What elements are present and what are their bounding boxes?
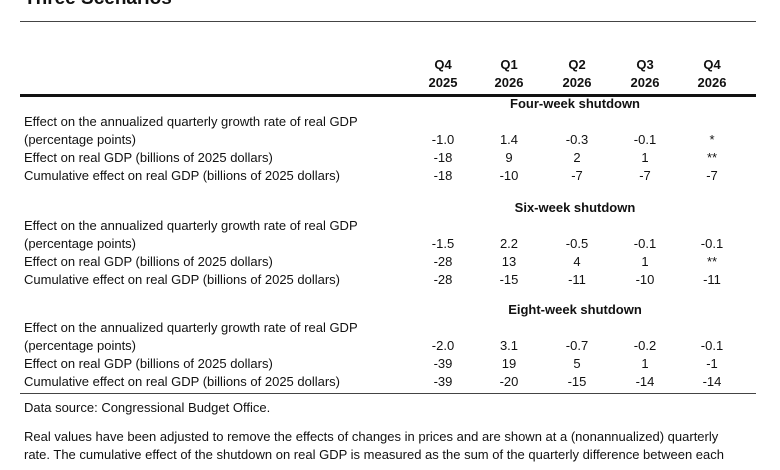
column-header-year: 2026 xyxy=(630,75,660,90)
column-header-quarter: Q3 xyxy=(636,57,654,72)
table-cell: -28 xyxy=(433,272,453,287)
row-label-unit: (percentage points) xyxy=(24,338,137,353)
table-cell: 2.2 xyxy=(499,236,519,251)
table-cell: -10 xyxy=(635,272,655,287)
table-cell: -0.1 xyxy=(700,338,724,353)
row-label: Effect on real GDP (billions of 2025 dol… xyxy=(24,356,273,371)
data-source: Data source: Congressional Budget Office… xyxy=(24,400,271,415)
table-cell: 3.1 xyxy=(499,338,519,353)
column-header-year: 2026 xyxy=(697,75,727,90)
column-header-year: 2025 xyxy=(428,75,458,90)
table-cell: -39 xyxy=(433,374,453,389)
table-cell: -1.5 xyxy=(431,236,455,251)
table-cell: -18 xyxy=(433,150,453,165)
top-divider xyxy=(20,21,756,22)
table-cell: 1 xyxy=(641,356,649,371)
note-line: Real values have been adjusted to remove… xyxy=(24,429,719,444)
table-cell: 5 xyxy=(573,356,581,371)
row-label: Effect on the annualized quarterly growt… xyxy=(24,114,358,129)
table-cell: -0.3 xyxy=(565,132,589,147)
bottom-divider xyxy=(20,393,756,394)
row-label: Effect on real GDP (billions of 2025 dol… xyxy=(24,150,273,165)
table-cell: 1.4 xyxy=(499,132,519,147)
table-cell: -0.5 xyxy=(565,236,589,251)
section-heading: Four-week shutdown xyxy=(510,96,640,111)
table-cell: 1 xyxy=(641,254,649,269)
table-cell: -14 xyxy=(635,374,655,389)
table-cell: -10 xyxy=(499,168,519,183)
column-header-quarter: Q4 xyxy=(434,57,452,72)
column-header-year: 2026 xyxy=(494,75,524,90)
table-cell: -1 xyxy=(706,356,718,371)
table-cell: 19 xyxy=(501,356,517,371)
table-cell: 2 xyxy=(573,150,581,165)
table-cell: -0.1 xyxy=(633,132,657,147)
table-cell: -2.0 xyxy=(431,338,455,353)
row-label: Effect on real GDP (billions of 2025 dol… xyxy=(24,254,273,269)
section-heading: Eight-week shutdown xyxy=(508,302,642,317)
table-title: Three Scenarios xyxy=(24,0,172,10)
table-cell: ** xyxy=(706,150,718,165)
row-label-unit: (percentage points) xyxy=(24,132,137,147)
table-cell: 1 xyxy=(641,150,649,165)
table-cell: -11 xyxy=(568,272,586,287)
table-cell: 13 xyxy=(501,254,517,269)
table-cell: -1.0 xyxy=(431,132,455,147)
table-cell: -15 xyxy=(499,272,519,287)
note-line: rate. The cumulative effect of the shutd… xyxy=(24,447,724,462)
table-cell: -18 xyxy=(433,168,453,183)
table-cell: -11 xyxy=(703,272,721,287)
table-cell: -39 xyxy=(433,356,453,371)
table-cell: -0.1 xyxy=(633,236,657,251)
table-cell: -0.1 xyxy=(700,236,724,251)
row-label: Cumulative effect on real GDP (billions … xyxy=(24,374,341,389)
column-header-quarter: Q1 xyxy=(500,57,518,72)
table-cell: -28 xyxy=(433,254,453,269)
table-cell: -7 xyxy=(639,168,651,183)
row-label-unit: (percentage points) xyxy=(24,236,137,251)
column-header-year: 2026 xyxy=(562,75,592,90)
column-header-quarter: Q2 xyxy=(568,57,586,72)
column-header-quarter: Q4 xyxy=(703,57,721,72)
table-cell: -0.2 xyxy=(633,338,657,353)
header-divider xyxy=(20,94,756,97)
table-cell: -20 xyxy=(499,374,519,389)
row-label: Cumulative effect on real GDP (billions … xyxy=(24,272,341,287)
table-cell: ** xyxy=(706,254,718,269)
row-label: Effect on the annualized quarterly growt… xyxy=(24,218,358,233)
table-cell: * xyxy=(709,132,715,147)
table-cell: -15 xyxy=(567,374,587,389)
table-cell: 9 xyxy=(505,150,513,165)
table-cell: -7 xyxy=(706,168,718,183)
section-heading: Six-week shutdown xyxy=(514,200,636,215)
row-label: Cumulative effect on real GDP (billions … xyxy=(24,168,341,183)
table-cell: 4 xyxy=(573,254,581,269)
table-cell: -7 xyxy=(571,168,583,183)
row-label: Effect on the annualized quarterly growt… xyxy=(24,320,358,335)
table-cell: -0.7 xyxy=(565,338,589,353)
table-cell: -14 xyxy=(702,374,722,389)
